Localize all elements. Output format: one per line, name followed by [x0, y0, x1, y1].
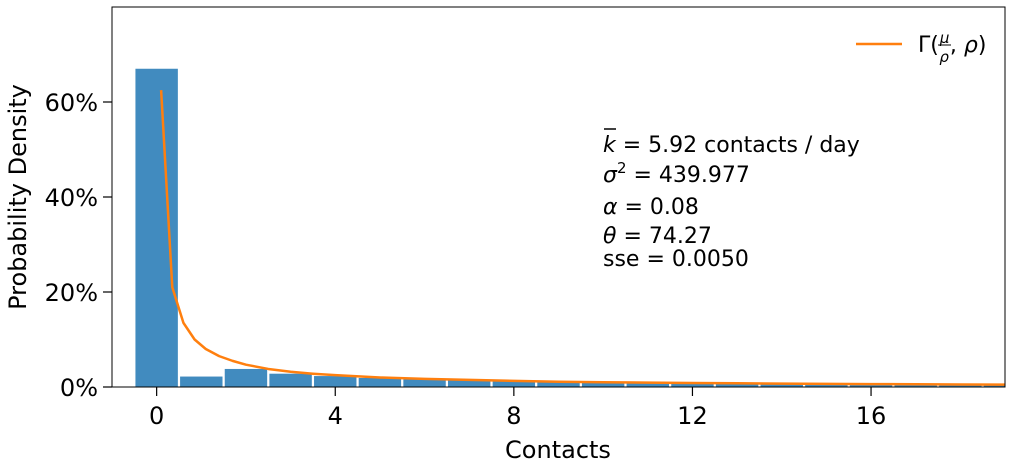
histogram-bar [269, 373, 312, 387]
histogram-bar [849, 384, 893, 387]
y-tick-label: 40% [45, 184, 98, 212]
histogram-bar [447, 380, 491, 387]
histogram-bar [403, 379, 446, 387]
histogram-bar [939, 384, 982, 387]
x-tick-label: 8 [506, 402, 521, 430]
y-tick-label: 20% [45, 279, 98, 307]
histogram-bar [671, 383, 714, 387]
x-tick-label: 4 [328, 402, 343, 430]
legend-label: Γ(μ ρ, ρ) [918, 29, 986, 66]
y-axis-label: Probability Density [4, 84, 32, 310]
y-tick-label: 0% [60, 374, 98, 402]
stat-mean: k = 5.92 contacts / day [603, 133, 860, 158]
stat-alpha: α = 0.08 [603, 195, 699, 220]
gamma-fit-line [159, 90, 1005, 386]
y-tick-label: 60% [45, 89, 98, 117]
histogram-bar [358, 377, 402, 387]
histogram-bars [135, 68, 1005, 387]
x-axis-ticks: 0 4 8 12 16 [149, 387, 886, 430]
histogram-bar [894, 384, 937, 387]
x-tick-label: 16 [856, 402, 887, 430]
histogram-bar [180, 376, 223, 387]
statistics-box: k = 5.92 contacts / day σ2 = 439.977 α =… [603, 128, 860, 272]
histogram-bar [537, 381, 580, 387]
plot-frame [111, 6, 1006, 388]
histogram-bar [581, 382, 625, 387]
stat-variance: σ2 = 439.977 [603, 159, 750, 188]
x-tick-label: 0 [149, 402, 164, 430]
histogram-bar [626, 383, 670, 387]
histogram-bar [805, 384, 848, 387]
stat-theta: θ = 74.27 [603, 224, 712, 249]
histogram-bar [314, 376, 357, 387]
histogram-bar [135, 68, 178, 387]
histogram-bar [492, 381, 536, 387]
x-axis-label: Contacts [505, 436, 611, 464]
legend: Γ(μ ρ, ρ) [856, 29, 986, 66]
histogram-bar [983, 385, 1005, 387]
stat-sse: sse = 0.0050 [603, 247, 749, 272]
x-tick-label: 12 [677, 402, 708, 430]
histogram-bar [715, 383, 759, 387]
histogram-bar [224, 368, 268, 387]
y-axis-ticks: 0% 20% 40% 60% [45, 89, 112, 402]
histogram-bar [760, 384, 803, 387]
